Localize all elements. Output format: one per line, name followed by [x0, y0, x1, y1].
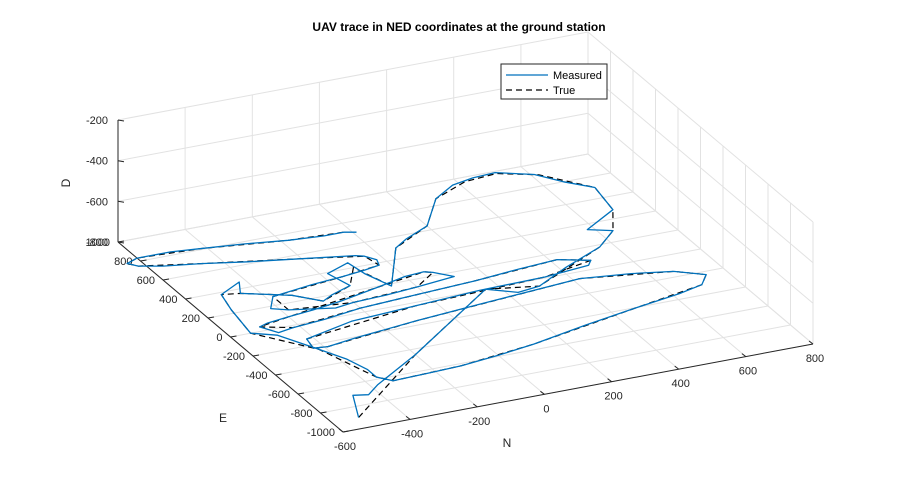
- z-tick: [117, 200, 125, 203]
- y-tick: [185, 297, 192, 300]
- legend-label-true: True: [553, 85, 575, 97]
- x-tick: [741, 353, 747, 358]
- x-tick-label: 600: [739, 366, 757, 378]
- x-axis-label: N: [503, 436, 512, 450]
- y-tick: [207, 316, 215, 319]
- chart-title: UAV trace in NED coordinates at the grou…: [312, 20, 605, 34]
- floor-grid-line: [252, 267, 724, 357]
- legend: Measured True: [500, 63, 608, 100]
- x-tick-label: -600: [334, 441, 356, 453]
- x-tick: [338, 428, 344, 433]
- y-tick: [162, 278, 170, 281]
- y-tick-label: 600: [137, 275, 155, 287]
- y-tick-label: -800: [290, 408, 312, 420]
- y-tick-label: 400: [159, 294, 177, 306]
- y-axis-label: E: [219, 411, 227, 425]
- z-tick: [117, 160, 125, 163]
- x-tick-label: 200: [604, 391, 622, 403]
- y-tick-label: -600: [268, 389, 290, 401]
- x-axis-line: [342, 343, 814, 433]
- x-tick-label: -400: [401, 428, 423, 440]
- y-tick-label: -1000: [307, 427, 335, 439]
- z-tick-label: -200: [86, 115, 108, 127]
- x-tick-label: -200: [468, 416, 490, 428]
- y-tick: [140, 259, 147, 262]
- series-lines: [126, 171, 707, 418]
- axes: [117, 119, 814, 433]
- legend-box: [500, 63, 608, 100]
- floor-grid-line: [230, 248, 701, 338]
- x-tick: [540, 390, 545, 395]
- floor-grid-line: [185, 210, 656, 300]
- back-wall-grid-line: [117, 31, 589, 121]
- y-tick-label: -200: [223, 351, 245, 363]
- y-tick-label: -400: [245, 370, 267, 382]
- floor-grid-line: [275, 286, 746, 376]
- back-wall-grid-line: [117, 112, 589, 202]
- z-tick: [117, 119, 125, 122]
- y-tick: [275, 373, 282, 376]
- x-tick-label: 400: [672, 378, 690, 390]
- z-tick: [117, 241, 125, 244]
- right-wall-grid-line: [587, 153, 814, 345]
- y-tick: [230, 335, 237, 338]
- right-wall-grid-line: [587, 72, 814, 264]
- x-tick: [472, 403, 478, 408]
- y-tick: [342, 430, 350, 433]
- right-wall-grid-line: [587, 31, 814, 223]
- y-tick: [252, 354, 260, 357]
- floor-grid-line: [320, 324, 791, 414]
- z-tick-label: -800: [86, 237, 108, 249]
- z-axis-label: D: [59, 178, 73, 187]
- y-tick-label: 0: [216, 332, 222, 344]
- right-wall-grid-line: [587, 112, 814, 304]
- legend-label-measured: Measured: [553, 70, 602, 82]
- z-tick-label: -600: [86, 196, 108, 208]
- floor-grid-line: [162, 191, 634, 281]
- x-tick: [405, 415, 411, 420]
- series-measured-line: [126, 171, 707, 418]
- x-tick-label: 0: [543, 403, 549, 415]
- floor-grid-line: [297, 305, 769, 395]
- y-tick-label: 800: [114, 256, 132, 268]
- x-tick: [607, 378, 612, 383]
- z-tick-label: -400: [86, 156, 108, 168]
- tick-labels: -600-400-2000200400600800100080060040020…: [86, 115, 825, 453]
- back-wall-grid-line: [117, 153, 589, 243]
- y-tick-label: 200: [182, 313, 200, 325]
- y-tick: [297, 392, 305, 395]
- x-tick-label: 800: [806, 353, 824, 365]
- y-tick: [320, 411, 327, 414]
- x-tick: [808, 340, 814, 345]
- x-tick: [674, 365, 680, 370]
- y-tick-label: 1000: [86, 237, 110, 249]
